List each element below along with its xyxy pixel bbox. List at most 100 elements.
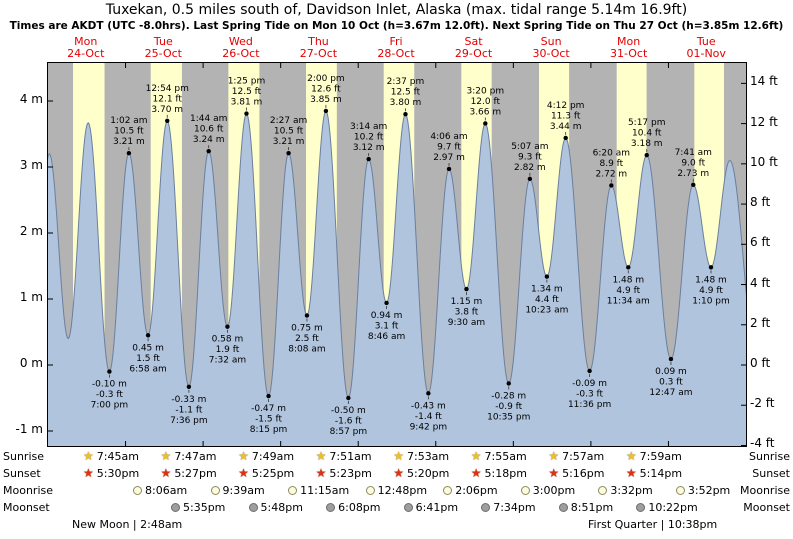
day-header: Wed 26-Oct — [202, 36, 280, 59]
sunset-star-icon: ★ — [315, 466, 327, 480]
tide-low-label: -0.43 m — [411, 401, 446, 411]
moonrise-time-entry: 3:52pm — [675, 483, 730, 497]
tide-extreme-dot — [286, 150, 291, 156]
sunset-star-icon: ★ — [83, 466, 94, 480]
tide-extreme-dot — [206, 148, 211, 154]
tide-high-label: 4:12 pm — [547, 101, 585, 111]
axis-label-left: 2 m — [19, 224, 43, 238]
day-date: 28-Oct — [377, 46, 415, 60]
day-date: 01-Nov — [686, 46, 726, 60]
moonrise-time-entry: 2:06pm — [443, 483, 498, 497]
tide-low-label: -0.3 ft — [576, 389, 603, 399]
tide-area — [30, 110, 758, 447]
moonrise-time-entry: 11:15am — [288, 483, 349, 497]
moonset-time: 5:35pm — [183, 500, 226, 514]
tide-high-label: 3.85 m — [310, 95, 342, 105]
tide-extreme-dot — [483, 121, 488, 126]
day-header: Thu 27-Oct — [280, 36, 358, 59]
sunset-time-entry: ★ 5:20pm — [393, 466, 449, 480]
tide-high-label: 2.82 m — [514, 163, 546, 173]
sunrise-time-entry: ★ 7:47am — [161, 449, 217, 463]
day-name: Tue — [153, 35, 173, 48]
sunrise-star-icon: ★ — [83, 449, 94, 463]
day-header: Fri 28-Oct — [357, 36, 435, 59]
sunset-star-icon: ★ — [625, 466, 637, 480]
moonset-time-entry: 5:35pm — [171, 500, 225, 514]
sunrise-time: 7:51am — [329, 449, 372, 463]
moonset-time: 10:22pm — [648, 500, 698, 514]
tide-low-label: 8:08 am — [288, 345, 325, 355]
tide-low-label: 4.4 ft — [535, 295, 559, 305]
tide-low-label: 0.75 m — [291, 324, 323, 334]
tide-low-label: 3.1 ft — [375, 321, 399, 331]
tide-high-label: 3.21 m — [273, 137, 305, 147]
tide-low-label: 1.9 ft — [216, 345, 240, 355]
moon-phase-entry: New Moon | 2:48am — [72, 518, 183, 531]
sunrise-time: 7:55am — [484, 449, 527, 463]
tide-low-label: 10:23 am — [525, 306, 568, 316]
moonset-row-label-left: Moonset — [3, 501, 50, 514]
tide-low-label: 0.45 m — [132, 343, 164, 353]
moonrise-row-label-right: Moonrise — [740, 484, 790, 497]
sunset-time: 5:20pm — [406, 466, 450, 480]
day-name: Sat — [464, 35, 483, 48]
axis-label-left: 3 m — [19, 158, 43, 172]
tide-high-label: 2.73 m — [677, 169, 709, 179]
sunset-time-entry: ★ 5:14pm — [626, 466, 682, 480]
tide-extreme-dot — [107, 369, 112, 374]
tide-low-label: 2.5 ft — [295, 334, 319, 344]
sunset-row-label-left: Sunset — [3, 467, 41, 480]
tide-high-label: 2.72 m — [596, 169, 628, 179]
moonset-moon-icon — [171, 502, 180, 512]
tide-high-label: 8.9 ft — [599, 159, 623, 169]
tide-low-label: 12:47 am — [649, 388, 692, 398]
sunset-star-icon: ★ — [160, 466, 172, 480]
tide-high-label: 1:25 pm — [228, 77, 266, 87]
tide-extreme-dot — [668, 356, 674, 362]
day-header: Tue 01-Nov — [667, 36, 745, 59]
moonrise-row-label-left: Moonrise — [3, 484, 53, 497]
axis-label-left: 1 m — [19, 290, 43, 304]
sunrise-time-entry: ★ 7:57am — [548, 449, 604, 463]
tide-extreme-dot — [464, 286, 469, 292]
sunset-time: 5:23pm — [329, 466, 372, 480]
tide-high-label: 3.18 m — [631, 139, 663, 149]
sunset-time: 5:14pm — [639, 466, 683, 480]
moonset-row-label-right: Moonset — [743, 501, 790, 514]
tide-high-label: 12.6 ft — [311, 84, 341, 94]
tide-high-label: 5:17 pm — [628, 118, 666, 128]
day-date: 30-Oct — [532, 46, 570, 60]
tide-low-label: -0.47 m — [251, 404, 286, 414]
tide-extreme-dot — [609, 183, 614, 188]
tide-low-label: 1:10 pm — [692, 296, 730, 306]
tide-high-label: 3.81 m — [231, 98, 263, 108]
tide-extreme-dot — [323, 108, 329, 114]
day-header: Tue 25-Oct — [125, 36, 203, 59]
moon-phase-entry: First Quarter | 10:38pm — [588, 518, 718, 531]
tide-low-label: 1.48 m — [612, 275, 644, 285]
tide-high-label: 9.0 ft — [681, 158, 705, 168]
sunset-time: 5:16pm — [562, 466, 605, 480]
moonset-time: 7:34pm — [493, 500, 536, 514]
tide-high-label: 12.1 ft — [153, 94, 183, 104]
tide-low-label: 7:36 pm — [170, 416, 208, 426]
page-title: Tuxekan, 0.5 miles south of, Davidson In… — [105, 2, 688, 18]
tide-low-label: -1.1 ft — [175, 405, 202, 415]
moonrise-moon-icon — [133, 485, 142, 495]
tide-extreme-dot — [366, 156, 371, 162]
tide-high-label: 3.66 m — [469, 107, 501, 117]
tide-high-label: 3.21 m — [113, 137, 145, 147]
moonset-time: 5:48pm — [260, 500, 303, 514]
moonrise-moon-icon — [210, 485, 220, 495]
moonrise-time: 12:48pm — [377, 483, 428, 497]
moonrise-moon-icon — [443, 485, 453, 495]
day-name: Mon — [74, 35, 98, 48]
sunrise-time: 7:53am — [406, 449, 450, 463]
axis-label-left: -1 m — [15, 422, 43, 436]
tide-extreme-dot — [403, 112, 408, 117]
moonrise-time-entry: 12:48pm — [365, 483, 428, 497]
sunset-time: 5:25pm — [251, 466, 295, 480]
tide-extreme-dot — [691, 182, 696, 188]
tide-extreme-dot — [708, 265, 714, 270]
